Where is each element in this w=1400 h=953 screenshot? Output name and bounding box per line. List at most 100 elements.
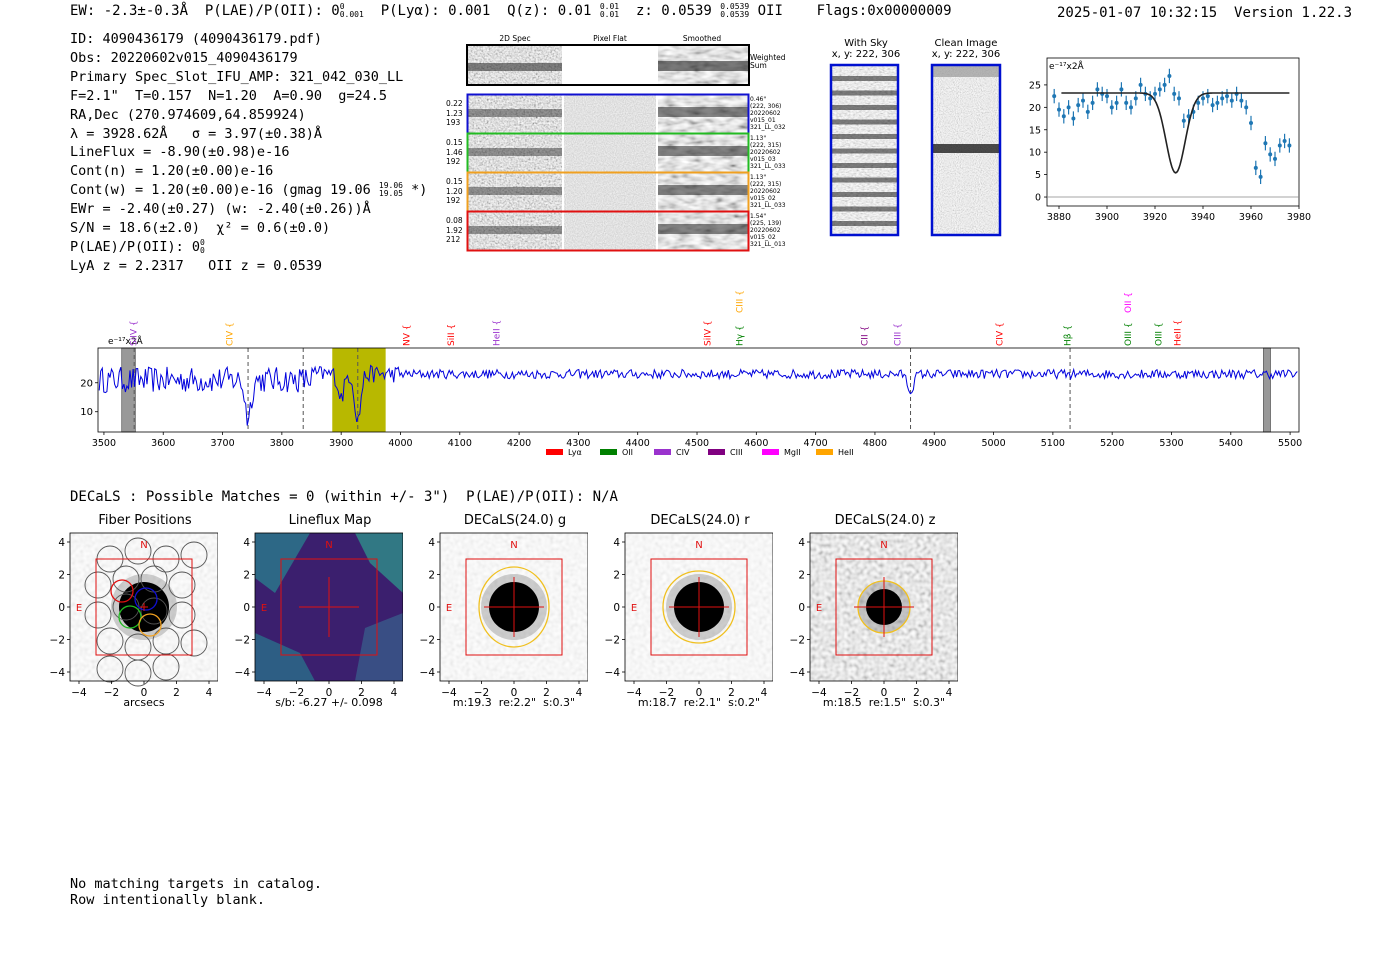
spectrum-line-label: SiIV {	[704, 320, 714, 346]
fit-unit-label: e⁻¹⁷x2Å	[1049, 60, 1085, 72]
fiber-circle	[152, 653, 180, 681]
spectrum-line-label-text: OIII {	[1124, 322, 1134, 346]
fiber-highlight-circle	[138, 613, 162, 637]
compass-north: N	[140, 540, 147, 551]
panel-ytick-label: −2	[420, 635, 435, 647]
fit-ytick-label: 20	[1029, 103, 1041, 114]
spectrum-xtick-label: 3900	[329, 438, 353, 449]
info-cont-w-sup: 19.06	[378, 181, 403, 191]
spectrum-line-label-text: HeII {	[493, 320, 503, 346]
fit-point	[1282, 138, 1287, 143]
panel-xtick-label: 4	[206, 687, 213, 699]
panel-xtick-label: −4	[441, 687, 457, 699]
header-z-sub: 0.0539	[720, 10, 750, 19]
fiber-row-values: 0.08 1.92 212	[446, 216, 463, 244]
fit-point	[1239, 98, 1244, 103]
compass-north: N	[325, 540, 332, 551]
header-summary: EW: -2.3±-0.3Å P(LAE)/P(OII): 00 0.001 P(…	[70, 3, 952, 20]
spectrum-xtick-label: 4500	[685, 438, 709, 449]
spectrum-legend-swatch	[816, 449, 833, 455]
weighted-sum-smoothed-trace	[658, 61, 748, 71]
fit-point	[1287, 143, 1292, 148]
info-plae-sub: 0	[200, 245, 205, 255]
with-sky-bands	[831, 76, 898, 226]
search-box	[95, 558, 193, 656]
compass-east: E	[76, 603, 82, 614]
fit-point	[1162, 82, 1167, 87]
clean-image-frame	[930, 63, 1002, 237]
fiber-highlight-circle	[118, 605, 142, 629]
spectrum-unit-label: e⁻¹⁷x2Å	[108, 335, 144, 347]
with-sky-label: With Sky	[844, 38, 888, 49]
decals-panel-caption: m:19.3 re:2.2" s:0.3"	[452, 696, 576, 709]
spectrum-legend-swatch	[708, 449, 725, 455]
spectrum-line-label: NV {	[402, 325, 412, 346]
info-lambda: λ = 3928.62Å σ = 3.97(±0.38)Å	[70, 125, 322, 142]
panel-ytick-label: 0	[428, 602, 435, 614]
fit-point	[1071, 116, 1076, 121]
fiber-row-trace	[468, 187, 562, 195]
header-qz: Q(z): 0.01	[507, 3, 592, 19]
decals-panel-4: N E 4 2 0 −2 −4 −4 −2 0 2 4	[605, 532, 773, 699]
header-plya: P(Lyα): 0.001	[380, 3, 491, 19]
panel-xtick-label: −2	[844, 687, 859, 699]
panel-ytick-label: 0	[243, 602, 250, 614]
with-sky-title: With Sky x, y: 222, 306	[830, 38, 902, 60]
panel-ytick-label: −2	[790, 635, 805, 647]
spectrum-legend-label: MgII	[784, 448, 801, 457]
decals-panel-title: DECaLS(24.0) z	[834, 513, 936, 528]
fiber-circle	[96, 627, 124, 655]
fiber-row-info: 1.13" (222, 315) 20220602 v015_02 321_LL…	[750, 174, 786, 209]
fit-point	[1258, 174, 1263, 179]
header-z: z: 0.0539	[635, 3, 712, 19]
panel-xtick-label: 0	[696, 687, 703, 699]
fiber-circle	[84, 601, 112, 629]
panel-xtick-label: 0	[881, 687, 888, 699]
panel-ytick-label: 2	[613, 570, 620, 582]
panel-ytick-label: 2	[58, 570, 65, 582]
panel-ytick-label: −2	[235, 635, 250, 647]
fit-point	[1244, 105, 1249, 110]
fit-point	[1148, 96, 1153, 101]
fit-point	[1061, 114, 1066, 119]
fit-point	[1119, 87, 1124, 92]
fiber-row-3	[466, 171, 750, 213]
spectrum-line-label: CIV {	[995, 322, 1005, 346]
decals-panel-title: Fiber Positions	[98, 513, 192, 528]
spectrum-xtick-label: 4100	[448, 438, 472, 449]
fiber-row-2d-spec	[468, 173, 562, 211]
panel-xtick-label: 4	[946, 687, 953, 699]
panel-xtick-label: 0	[326, 687, 333, 699]
info-plae-sup: 0	[200, 237, 205, 247]
spectrum-legend-swatch	[600, 449, 617, 455]
fit-point	[1138, 82, 1143, 87]
spectrum-line-label: SiII {	[447, 324, 457, 346]
spectrum-line-label-text: CIII {	[893, 323, 903, 346]
panel-ytick-label: 4	[428, 537, 435, 549]
header-ew: EW: -2.3±-0.3Å	[70, 3, 189, 19]
spectrum-xtick-label: 4900	[922, 438, 946, 449]
footer-line-1: No matching targets in catalog.	[70, 876, 322, 892]
info-lya-z: LyA z = 2.2317 OII z = 0.0539	[70, 257, 322, 274]
spectrum-masked-band	[121, 347, 136, 433]
info-plae-text: P(LAE)/P(OII): 0	[70, 238, 201, 255]
fit-point	[1167, 73, 1172, 78]
panel-ytick-label: −4	[790, 667, 806, 679]
spectrum-ytick-label: 20	[80, 378, 93, 389]
clean-image-top-band	[932, 65, 1000, 77]
compass-east: E	[446, 603, 452, 614]
fiber-row-frame	[466, 210, 750, 252]
fiber-row-info: 1.54" (225, 139) 20220602 v015_02 321_LL…	[750, 213, 786, 248]
fit-point	[1210, 103, 1215, 108]
with-sky-band	[831, 90, 898, 96]
panel-xtick-label: 2	[358, 687, 365, 699]
with-sky-band	[831, 76, 898, 81]
spectrum-legend-swatch	[654, 449, 671, 455]
search-box	[650, 558, 748, 656]
fiber-row-pixel-flat	[564, 95, 656, 133]
spectrum-line-label: SiIV {	[130, 320, 140, 346]
spectrum-line-label-text: CIV {	[226, 322, 236, 346]
decals-panel-2: N E 4 2 0 −2 −4 −4 −2 0 2 4	[235, 532, 403, 699]
header-z-line: OII	[757, 3, 783, 19]
fit-xtick-label: 3980	[1287, 212, 1311, 223]
